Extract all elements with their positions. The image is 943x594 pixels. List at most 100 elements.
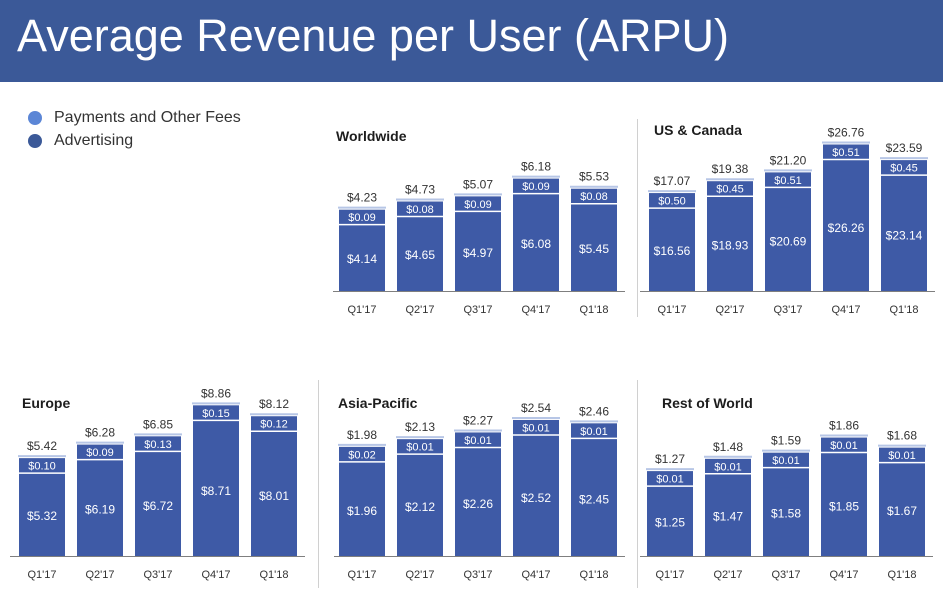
- bar-payments: [881, 160, 927, 176]
- data-label-payments: $0.45: [890, 163, 918, 175]
- data-label-total: $6.85: [143, 417, 173, 431]
- x-tick-label: Q3'17: [771, 569, 800, 581]
- legend-item-payments: Payments and Other Fees: [28, 106, 241, 129]
- data-label-advertising: $5.45: [579, 242, 609, 256]
- bar-advertising: [823, 159, 869, 291]
- x-tick-label: Q2'17: [713, 569, 742, 581]
- x-tick-label: Q2'17: [85, 569, 114, 581]
- data-label-total: $1.27: [655, 452, 685, 466]
- x-tick-label: Q1'17: [347, 304, 376, 316]
- data-label-total: $1.59: [771, 434, 801, 448]
- data-label-advertising: $26.26: [828, 221, 865, 235]
- legend-swatch-advertising: [28, 133, 42, 148]
- bar-advertising: [251, 431, 297, 556]
- data-label-total: $4.23: [347, 191, 377, 205]
- x-tick-label: Q2'17: [715, 304, 744, 316]
- data-label-advertising: $4.97: [463, 246, 493, 260]
- bar-advertising: [135, 451, 181, 556]
- x-tick-label: Q3'17: [143, 569, 172, 581]
- x-tick-label: Q1'18: [579, 304, 608, 316]
- bar-advertising: [647, 486, 693, 556]
- data-label-payments: $0.13: [144, 439, 172, 451]
- data-label-payments: $0.01: [830, 440, 858, 452]
- data-label-total: $1.68: [887, 429, 917, 443]
- x-tick-label: Q3'17: [463, 304, 492, 316]
- data-label-total: $1.48: [713, 440, 743, 454]
- bar-payments: [19, 458, 65, 474]
- x-tick-label: Q1'18: [887, 569, 916, 581]
- data-label-payments: $0.01: [464, 435, 492, 447]
- bar-advertising: [513, 434, 559, 556]
- bar-advertising: [19, 473, 65, 556]
- bar-advertising: [707, 196, 753, 291]
- data-label-advertising: $4.65: [405, 248, 435, 262]
- legend-swatch-payments: [28, 110, 42, 125]
- bar-payments: [339, 209, 385, 225]
- bar-payments: [823, 144, 869, 160]
- data-label-payments: $0.50: [658, 196, 686, 208]
- bar-advertising: [339, 224, 385, 291]
- data-label-advertising: $1.67: [887, 504, 917, 518]
- data-label-advertising: $1.96: [347, 504, 377, 518]
- bar-payments: [571, 423, 617, 439]
- x-tick-label: Q4'17: [829, 569, 858, 581]
- data-label-total: $5.42: [27, 439, 57, 453]
- data-label-total: $26.76: [828, 126, 865, 140]
- bar-advertising: [455, 211, 501, 291]
- chart-title: Worldwide: [336, 128, 407, 144]
- data-label-total: $2.46: [579, 404, 609, 418]
- data-label-advertising: $23.14: [886, 228, 923, 242]
- data-label-total: $2.13: [405, 420, 435, 434]
- data-label-advertising: $20.69: [770, 234, 807, 248]
- bar-payments: [765, 172, 811, 188]
- data-label-advertising: $1.25: [655, 515, 685, 529]
- data-label-payments: $0.01: [888, 450, 916, 462]
- chart-title: Rest of World: [662, 395, 753, 411]
- x-tick-label: Q2'17: [405, 569, 434, 581]
- bar-advertising: [397, 216, 443, 291]
- data-label-payments: $0.01: [656, 474, 684, 486]
- data-label-advertising: $6.72: [143, 499, 173, 513]
- data-label-advertising: $1.85: [829, 499, 859, 513]
- bar-payments: [571, 188, 617, 204]
- data-label-payments: $0.08: [406, 204, 434, 216]
- bar-payments: [707, 181, 753, 197]
- x-tick-label: Q1'18: [889, 304, 918, 316]
- data-label-advertising: $4.14: [347, 252, 377, 266]
- data-label-advertising: $6.08: [521, 237, 551, 251]
- bar-payments: [193, 405, 239, 421]
- bar-advertising: [881, 175, 927, 291]
- data-label-total: $8.86: [201, 386, 231, 400]
- data-label-payments: $0.45: [716, 184, 744, 196]
- bar-payments: [821, 437, 867, 453]
- data-label-payments: $0.51: [832, 147, 860, 159]
- page-title: Average Revenue per User (ARPU): [17, 10, 729, 61]
- data-label-total: $2.27: [463, 413, 493, 427]
- data-label-total: $1.86: [829, 419, 859, 433]
- data-label-advertising: $16.56: [654, 244, 691, 258]
- divider-bottom-right: [637, 380, 638, 588]
- data-label-total: $17.07: [654, 174, 691, 188]
- data-label-total: $6.28: [85, 426, 115, 440]
- data-label-total: $5.53: [579, 170, 609, 184]
- bar-advertising: [513, 193, 559, 291]
- x-tick-label: Q1'17: [655, 569, 684, 581]
- data-label-total: $6.18: [521, 160, 551, 174]
- legend-label-advertising: Advertising: [54, 131, 134, 149]
- data-label-total: $4.73: [405, 183, 435, 197]
- data-label-payments: $0.08: [580, 191, 608, 203]
- x-tick-label: Q4'17: [831, 304, 860, 316]
- data-label-total: $21.20: [770, 153, 807, 167]
- data-label-payments: $0.01: [406, 442, 434, 454]
- data-label-payments: $0.01: [772, 455, 800, 467]
- data-label-payments: $0.51: [774, 175, 802, 187]
- bar-payments: [647, 471, 693, 487]
- x-tick-label: Q4'17: [521, 569, 550, 581]
- legend-label-payments: Payments and Other Fees: [54, 108, 241, 126]
- x-tick-label: Q3'17: [773, 304, 802, 316]
- data-label-payments: $0.09: [464, 199, 492, 211]
- data-label-advertising: $2.45: [579, 493, 609, 507]
- divider-top: [637, 119, 638, 317]
- x-tick-label: Q2'17: [405, 304, 434, 316]
